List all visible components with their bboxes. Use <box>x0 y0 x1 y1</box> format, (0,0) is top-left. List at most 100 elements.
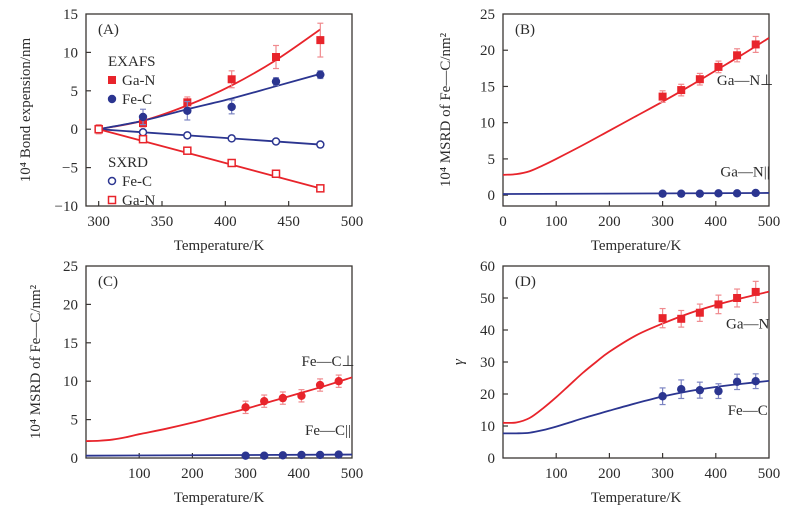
y-tick-label: 0 <box>488 188 496 204</box>
x-tick-label: 350 <box>151 214 174 230</box>
y-tick-label: 0 <box>71 451 79 467</box>
y-tick-label: 15 <box>63 336 78 352</box>
y-tick-label: 10 <box>63 374 78 390</box>
data-point-square-filled <box>677 86 686 95</box>
x-tick-label: 500 <box>341 466 364 482</box>
x-tick-label: 100 <box>545 214 568 230</box>
series-annotation: Fe—C <box>728 403 768 419</box>
data-point-square-filled <box>658 92 667 101</box>
plot-frame <box>502 13 770 207</box>
data-point-square-filled <box>272 53 280 62</box>
fit-line-a-2 <box>98 128 321 146</box>
data-point-circle-filled <box>732 189 742 198</box>
data-point-square-filled <box>714 62 723 71</box>
x-tick-label: 0 <box>499 214 507 230</box>
data-point-square-filled <box>695 308 704 317</box>
x-tick-label: 300 <box>87 214 110 230</box>
x-tick-label: 450 <box>277 214 300 230</box>
x-axis-title: Temperature/K <box>591 238 682 254</box>
data-point-circle-filled <box>751 188 760 198</box>
data-point-circle-filled <box>271 77 281 86</box>
data-point-circle-filled <box>315 450 325 460</box>
plot-frame <box>85 13 353 207</box>
series-annotation: Ga—N|| <box>720 164 769 180</box>
x-tick-label: 400 <box>214 214 237 230</box>
y-tick-label: 60 <box>480 259 495 275</box>
data-point-circle-filled <box>241 403 250 412</box>
data-point-square-open <box>316 184 325 193</box>
x-tick-label: 200 <box>598 214 621 230</box>
data-point-circle-filled <box>183 106 192 115</box>
y-tick-label: −5 <box>62 161 78 177</box>
series-annotation: Ga—N⊥ <box>717 73 773 89</box>
legend-group-title: SXRD <box>108 155 148 171</box>
y-tick-label: 20 <box>480 43 495 59</box>
series-b-0 <box>658 35 760 103</box>
legend-marker-square-filled <box>108 76 116 84</box>
panel-label: (B) <box>515 22 535 38</box>
series-b-1 <box>658 188 760 198</box>
data-point-square-open <box>227 158 236 168</box>
y-tick-label: −10 <box>55 199 78 215</box>
data-point-circle-filled <box>241 451 250 460</box>
y-tick-label: 20 <box>480 387 495 403</box>
y-tick-label: 5 <box>488 152 496 168</box>
legend-entry-label: Fe-C <box>122 92 152 108</box>
panel-label: (D) <box>515 274 536 290</box>
legend-entry-label: Ga-N <box>122 73 155 89</box>
data-point-circle-filled <box>714 386 723 396</box>
x-tick-label: 100 <box>545 466 568 482</box>
x-tick-label: 500 <box>758 466 781 482</box>
y-axis-title: 10⁴ Bond expension/nm <box>18 37 34 182</box>
data-point-circle-open <box>138 128 148 137</box>
x-axis-title: Temperature/K <box>174 238 265 254</box>
data-point-circle-filled <box>278 393 288 403</box>
y-axis-title: 10⁴ MSRD of Fe—C/nm² <box>28 284 44 439</box>
data-point-circle-filled <box>658 392 667 401</box>
y-tick-label: 25 <box>480 7 495 23</box>
data-point-circle-filled <box>138 112 148 122</box>
x-tick-label: 500 <box>758 214 781 230</box>
series-d-1 <box>658 373 760 406</box>
data-point-circle-open <box>227 134 236 143</box>
data-point-square-filled <box>733 51 742 60</box>
x-tick-label: 500 <box>341 214 364 230</box>
y-tick-label: 15 <box>63 7 78 23</box>
x-tick-label: 300 <box>651 466 674 482</box>
y-tick-label: 10 <box>480 116 495 132</box>
data-point-circle-filled <box>658 189 667 198</box>
panel-d: 100 200 300 400 500 0 10 20 30 40 50 60 Temperature/… <box>451 259 780 506</box>
x-axis-title: Temperature/K <box>591 490 682 506</box>
data-point-circle-filled <box>315 380 325 390</box>
series-c-0 <box>241 374 343 415</box>
x-tick-label: 200 <box>181 466 204 482</box>
data-point-square-filled <box>695 75 704 84</box>
fit-line-d-0 <box>503 290 769 424</box>
data-point-square-filled <box>227 75 236 84</box>
data-point-square-open <box>138 134 148 144</box>
panel-label: (A) <box>98 22 119 38</box>
x-tick-label: 200 <box>598 466 621 482</box>
data-point-square-filled <box>658 314 667 323</box>
legend-entry-label: Fe-C <box>122 174 152 190</box>
panel-a: 300 350 400 450 500 −10 −5 0 5 10 15 Temperature/K 1… <box>18 7 363 254</box>
series-annotation: Ga—N <box>726 316 769 332</box>
data-point-square-open <box>183 146 192 155</box>
x-tick-label: 100 <box>128 466 151 482</box>
series-annotation: Fe—C⊥ <box>302 354 355 370</box>
data-point-circle-filled <box>260 396 269 406</box>
x-tick-label: 400 <box>705 466 728 482</box>
legend-group-title: EXAFS <box>108 54 156 70</box>
data-point-circle-filled <box>695 189 705 198</box>
y-tick-label: 40 <box>480 323 495 339</box>
fit-line-b-1 <box>503 192 769 195</box>
data-point-circle-filled <box>334 450 343 459</box>
fit-line-c-1 <box>86 453 352 457</box>
y-tick-label: 10 <box>63 45 78 61</box>
legend-marker-square-open <box>107 195 117 205</box>
legend-entry-label: Ga-N <box>122 193 155 209</box>
y-tick-label: 50 <box>480 291 495 307</box>
y-tick-label: 30 <box>480 355 495 371</box>
data-point-square-filled <box>677 314 686 323</box>
y-tick-label: 15 <box>480 79 495 95</box>
